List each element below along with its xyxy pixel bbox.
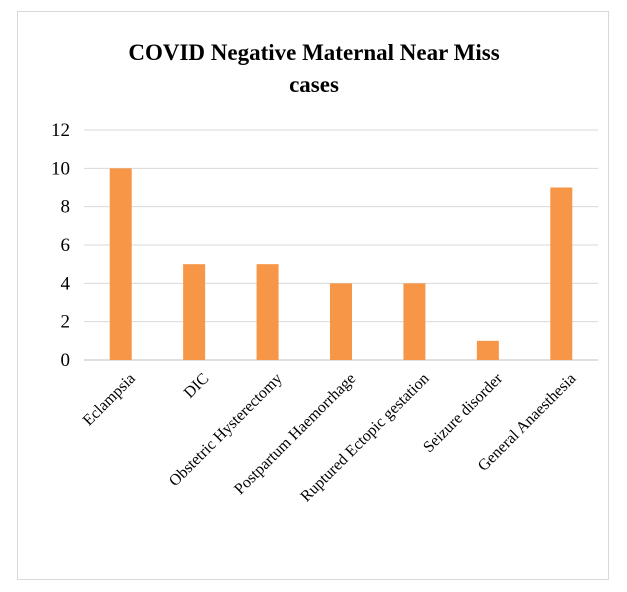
y-tick-label: 6 [61, 235, 71, 256]
x-category-label: Eclampsia [80, 370, 139, 429]
y-tick-label: 12 [51, 120, 70, 141]
y-tick-label: 0 [61, 350, 71, 371]
bar-chart: COVID Negative Maternal Near Miss cases … [51, 40, 598, 506]
y-tick-label: 8 [61, 197, 71, 218]
chart-container: COVID Negative Maternal Near Miss cases … [17, 11, 609, 580]
chart-title-line-2: cases [289, 72, 339, 97]
x-category-label: DIC [181, 370, 213, 402]
y-tick-label: 10 [51, 158, 70, 179]
y-axis: 0 2 4 6 8 10 12 [51, 120, 71, 371]
bar [550, 187, 573, 360]
bar [109, 168, 132, 360]
bar [183, 264, 206, 360]
bars [109, 168, 573, 360]
y-tick-label: 4 [61, 273, 71, 294]
y-tick-label: 2 [61, 312, 71, 333]
bar [403, 283, 426, 360]
chart-title: COVID Negative Maternal Near Miss cases [128, 40, 499, 97]
bar [476, 340, 499, 360]
bar [256, 264, 279, 360]
x-category-label: Ruptured Ectopic gestation [297, 370, 432, 505]
bar [330, 283, 352, 360]
x-category-label: Postpartum Haemorrhage [231, 370, 359, 498]
chart-title-line-1: COVID Negative Maternal Near Miss [128, 40, 499, 65]
